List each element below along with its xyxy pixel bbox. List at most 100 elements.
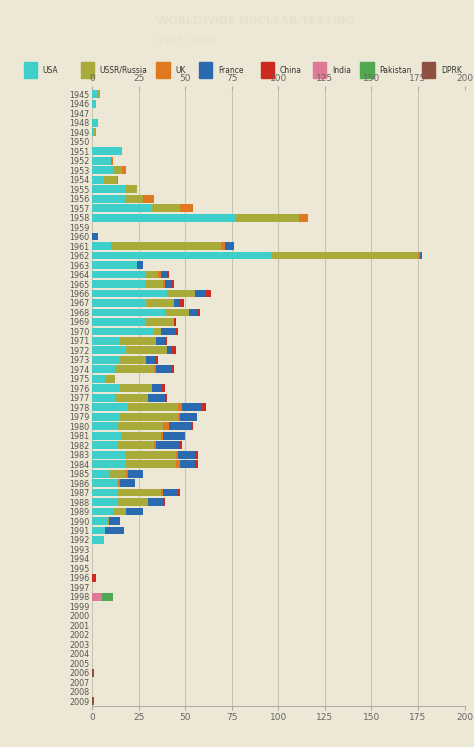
Bar — [92, 365, 115, 374]
Bar — [92, 290, 167, 297]
Bar — [146, 270, 157, 279]
Bar — [157, 270, 161, 279]
Bar — [155, 356, 157, 364]
Text: WORLDWIDE NUCLEAR TESTING: WORLDWIDE NUCLEAR TESTING — [156, 16, 356, 25]
Bar — [146, 299, 174, 307]
Bar — [152, 385, 161, 392]
Text: Pakistan: Pakistan — [379, 66, 412, 75]
Bar — [152, 204, 180, 212]
Bar — [174, 299, 180, 307]
Bar — [92, 233, 98, 241]
Bar — [92, 157, 111, 164]
Bar — [92, 489, 118, 497]
Bar — [92, 128, 94, 136]
Bar — [128, 470, 143, 477]
Bar — [163, 280, 165, 288]
Bar — [180, 441, 182, 449]
Bar — [146, 318, 174, 326]
Bar — [169, 422, 191, 430]
Bar — [92, 167, 113, 174]
Bar — [174, 318, 176, 326]
Bar — [261, 62, 274, 78]
Bar — [92, 309, 165, 316]
Bar — [163, 422, 169, 430]
Bar — [92, 214, 236, 222]
Bar — [126, 470, 128, 477]
Bar — [182, 403, 202, 411]
Bar — [154, 365, 155, 374]
Text: DPRK: DPRK — [441, 66, 462, 75]
Bar — [161, 385, 165, 392]
Bar — [102, 593, 113, 601]
Bar — [126, 347, 167, 354]
Bar — [92, 480, 118, 487]
Bar — [117, 176, 118, 184]
Bar — [167, 347, 173, 354]
Bar — [92, 413, 120, 421]
Bar — [165, 280, 173, 288]
Bar — [92, 441, 118, 449]
Bar — [360, 62, 374, 78]
Bar — [92, 498, 118, 506]
Text: USSR/Russia: USSR/Russia — [100, 66, 147, 75]
Bar — [176, 460, 180, 468]
Bar — [92, 119, 98, 127]
Bar — [176, 450, 178, 459]
Bar — [111, 242, 221, 250]
Bar — [92, 299, 146, 307]
Bar — [118, 441, 154, 449]
Bar — [92, 460, 126, 468]
Bar — [163, 498, 165, 506]
Bar — [113, 508, 126, 515]
Bar — [154, 441, 155, 449]
Bar — [173, 365, 174, 374]
Bar — [221, 242, 225, 250]
Bar — [180, 204, 193, 212]
Text: 1945-2009: 1945-2009 — [156, 36, 217, 46]
Bar — [92, 375, 105, 382]
Bar — [120, 337, 155, 345]
Bar — [92, 242, 111, 250]
Bar — [92, 450, 126, 459]
Bar — [92, 432, 122, 439]
Bar — [92, 517, 107, 525]
Bar — [137, 261, 143, 269]
Bar — [92, 536, 104, 544]
Bar — [206, 290, 211, 297]
Bar — [180, 460, 195, 468]
Text: France: France — [218, 66, 244, 75]
Bar — [167, 270, 169, 279]
Bar — [148, 498, 163, 506]
Bar — [165, 394, 167, 402]
Text: China: China — [280, 66, 301, 75]
Bar — [178, 489, 180, 497]
Bar — [189, 309, 199, 316]
Bar — [173, 347, 176, 354]
Bar — [105, 527, 124, 534]
Bar — [126, 185, 137, 193]
Bar — [191, 422, 193, 430]
Bar — [92, 337, 120, 345]
Bar — [92, 508, 113, 515]
Bar — [92, 176, 104, 184]
Bar — [92, 185, 126, 193]
Bar — [180, 413, 197, 421]
Bar — [126, 195, 143, 202]
Bar — [120, 413, 178, 421]
Bar — [81, 62, 94, 78]
Bar — [165, 337, 167, 345]
Bar — [118, 480, 120, 487]
Bar — [155, 337, 165, 345]
Bar — [236, 214, 299, 222]
Text: USA: USA — [43, 66, 58, 75]
Bar — [92, 403, 128, 411]
Bar — [92, 385, 120, 392]
Bar — [92, 261, 137, 269]
Bar — [422, 62, 435, 78]
Bar — [118, 489, 161, 497]
Bar — [113, 167, 122, 174]
Bar — [98, 90, 100, 99]
Bar — [92, 147, 122, 155]
Bar — [178, 403, 182, 411]
Bar — [122, 167, 126, 174]
